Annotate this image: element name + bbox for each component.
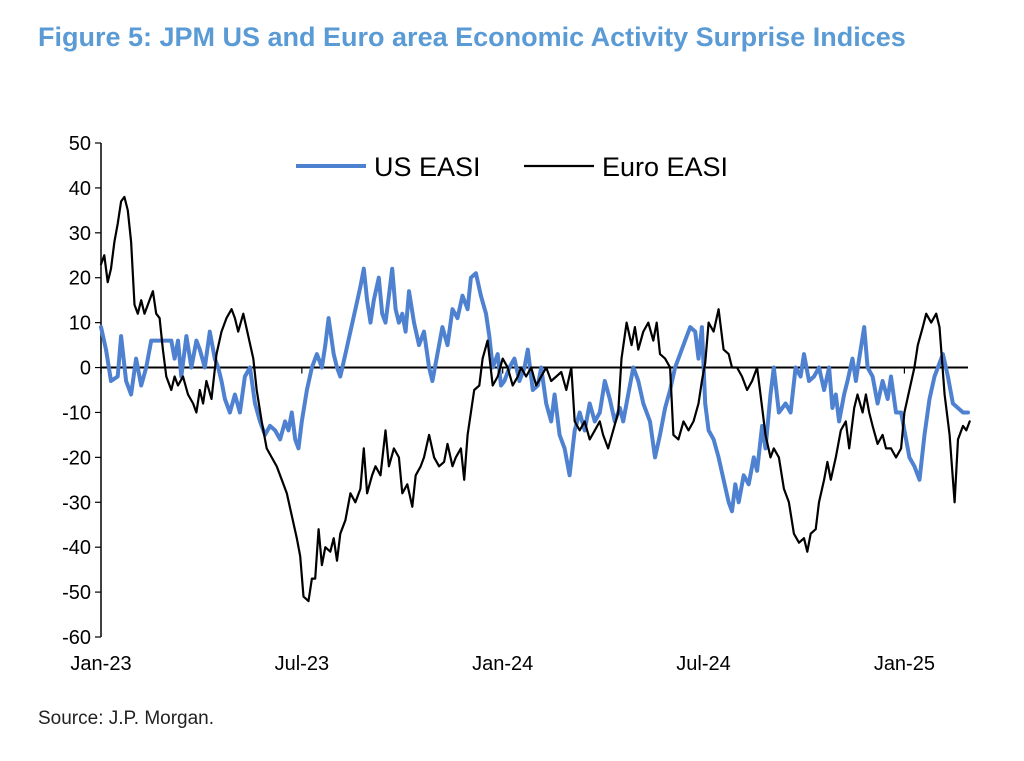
x-tick-label: Jul-24 bbox=[676, 653, 730, 675]
chart-legend: US EASI Euro EASI bbox=[296, 152, 728, 182]
x-tick-label: Jan-24 bbox=[472, 653, 533, 675]
legend-label-us-easi: US EASI bbox=[374, 152, 481, 182]
line-chart: 50 40 30 20 10 0 -10 -20 -30 -40 -50 -60 Jan-23 Jul-2… bbox=[62, 133, 971, 675]
y-tick-label: 30 bbox=[69, 223, 91, 245]
y-tick-label: 0 bbox=[80, 358, 91, 380]
x-tick-label: Jan-23 bbox=[70, 653, 131, 675]
y-tick-label: 50 bbox=[69, 133, 91, 155]
y-tick-label: 20 bbox=[69, 268, 91, 290]
series-layer bbox=[99, 195, 971, 603]
y-tick-label: -20 bbox=[62, 447, 91, 469]
series-line-us-easi bbox=[99, 266, 970, 514]
chart-title: Figure 5: JPM US and Euro area Economic … bbox=[38, 22, 906, 52]
series-line-euro-easi bbox=[99, 195, 971, 603]
source-note: Source: J.P. Morgan. bbox=[38, 708, 215, 729]
y-tick-label: -40 bbox=[62, 537, 91, 559]
y-tick-label: 40 bbox=[69, 178, 91, 200]
y-tick-label: -50 bbox=[62, 582, 91, 604]
x-tick-label: Jul-23 bbox=[275, 653, 329, 675]
y-tick-label: -30 bbox=[62, 492, 91, 514]
legend-label-euro-easi: Euro EASI bbox=[602, 152, 728, 182]
chart-axes: 50 40 30 20 10 0 -10 -20 -30 -40 -50 -60 Jan-23 Jul-2… bbox=[62, 133, 968, 675]
x-tick-label: Jan-25 bbox=[874, 653, 935, 675]
y-tick-label: -60 bbox=[62, 627, 91, 649]
y-tick-label: -10 bbox=[62, 402, 91, 424]
y-tick-label: 10 bbox=[69, 313, 91, 335]
